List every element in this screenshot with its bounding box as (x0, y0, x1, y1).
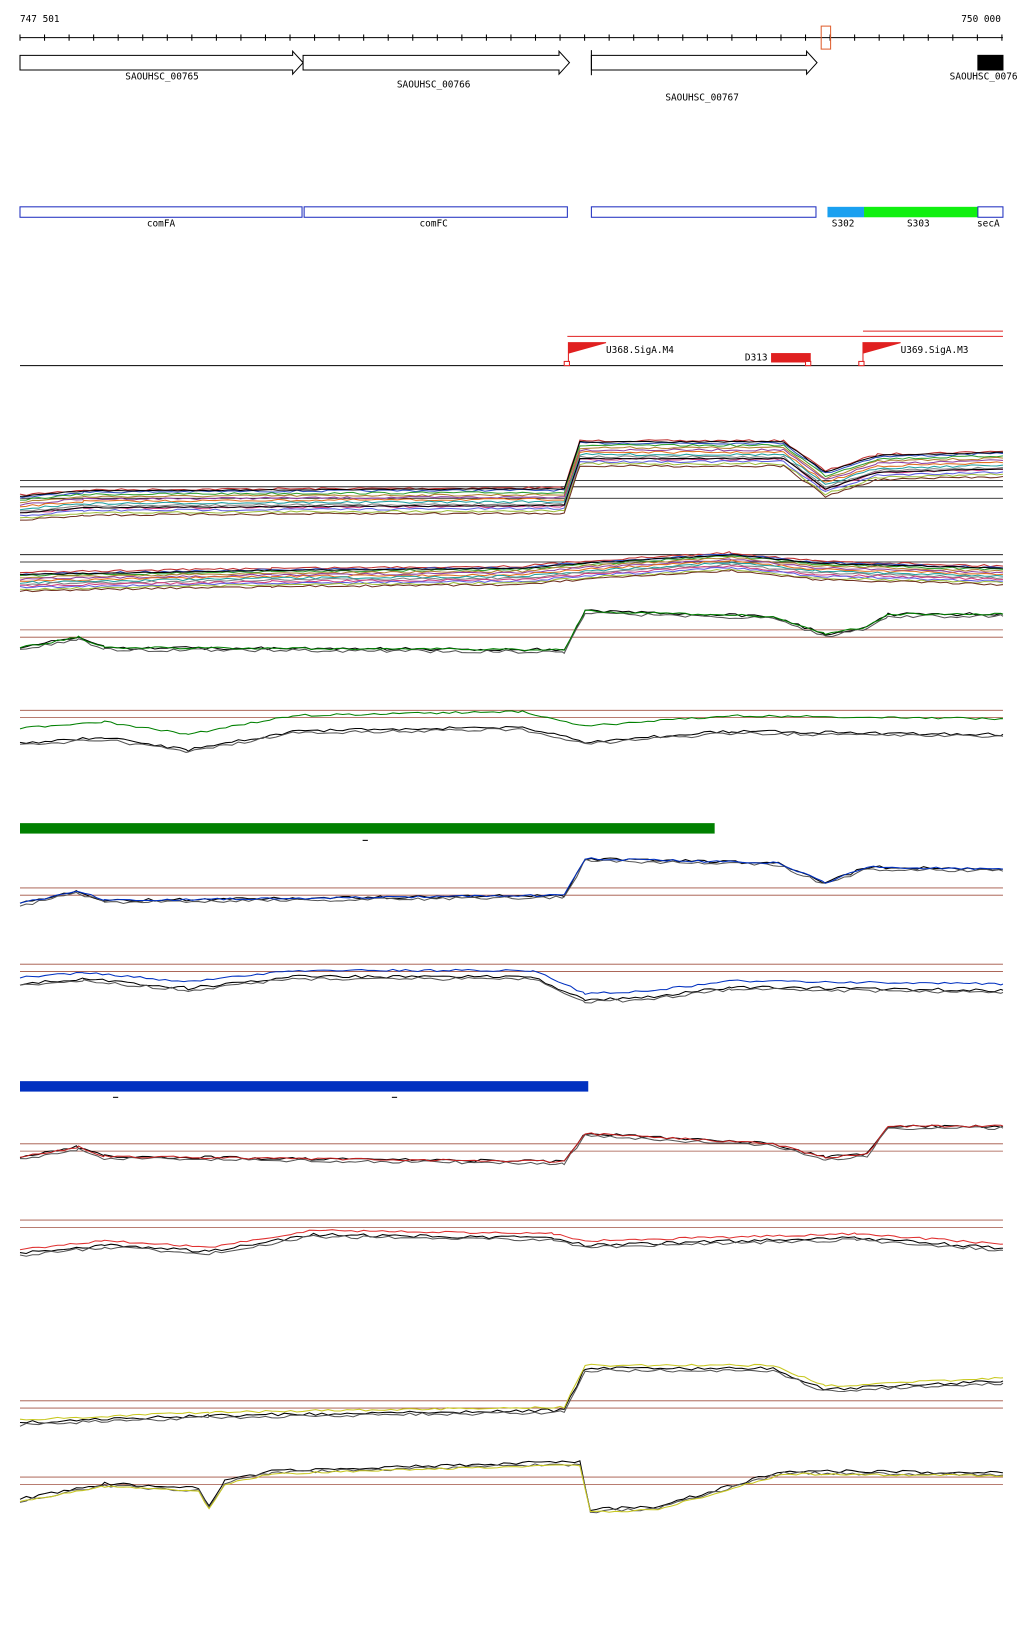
gene-label: SAOUHSC_00765 (125, 71, 199, 82)
trace (19, 462, 1004, 519)
operon-bar (590, 206, 817, 218)
ruler-ticks (19, 34, 1003, 41)
condition-bar (20, 823, 715, 834)
promoter-label: U369.SigA.M3 (901, 345, 969, 356)
bar-tick (391, 1096, 398, 1098)
operon-bar (977, 206, 1004, 218)
gene-label: SAOUHSC_00766 (397, 80, 471, 91)
gene-arrow (19, 49, 304, 76)
trace (19, 857, 1004, 904)
trace (19, 554, 1003, 576)
position-marker (820, 25, 832, 50)
gene-arrow (590, 49, 818, 76)
bar-tick (362, 839, 368, 841)
trace (19, 1464, 1003, 1513)
trace (19, 565, 1003, 588)
trace (19, 569, 1004, 593)
trace (19, 710, 1003, 735)
trace (19, 568, 1004, 591)
gene-track (19, 49, 1004, 76)
expression-traces (19, 439, 1004, 1514)
ruler-start: 747 501 (20, 14, 60, 25)
operon-track (19, 206, 1004, 218)
trace (19, 443, 1004, 501)
trace (19, 566, 1003, 589)
trace (19, 450, 1004, 508)
trace (19, 725, 1004, 752)
trace (19, 441, 1004, 499)
gene-box (977, 54, 1004, 71)
trace (19, 974, 1004, 1002)
trace (19, 1232, 1003, 1255)
operon-bar (303, 206, 568, 218)
operon-label: comFC (420, 219, 448, 230)
trace (19, 976, 1004, 1004)
trace (19, 448, 1003, 506)
gene-arrow (302, 49, 571, 76)
operon-bar (19, 206, 303, 218)
trace (19, 1229, 1003, 1251)
promoter-flag (862, 342, 901, 364)
trace (19, 446, 1004, 504)
trace (19, 1368, 1004, 1427)
trace (19, 455, 1004, 512)
trace (19, 858, 1004, 907)
trace (19, 1363, 1004, 1421)
trace (19, 555, 1004, 577)
promoter-track (19, 330, 1003, 367)
trace (19, 457, 1003, 514)
trace (19, 440, 1003, 497)
bar-tick (112, 1096, 119, 1098)
trace (19, 1234, 1004, 1257)
operon-label: comFA (147, 219, 176, 230)
trace (19, 464, 1004, 521)
promoter-label: U368.SigA.M4 (606, 345, 674, 356)
ruler-end: 750 000 (961, 14, 1001, 25)
operon-bar (827, 206, 865, 218)
condition-bar (20, 1081, 589, 1092)
trace (19, 551, 1004, 574)
operon-label: secA (977, 219, 1000, 230)
trace (19, 727, 1004, 753)
trace (19, 1126, 1004, 1166)
gene-label: SAOUHSC_00767 (665, 92, 738, 103)
operon-bar (864, 206, 978, 218)
trace (19, 1124, 1004, 1163)
operon-label: S302 (832, 219, 855, 230)
trace (19, 558, 1004, 581)
trace (19, 1366, 1004, 1424)
trace (19, 556, 1004, 579)
trace (19, 561, 1004, 584)
promoter-flag (567, 342, 607, 364)
operon-label: S303 (907, 219, 930, 230)
trace (19, 459, 1004, 517)
promoter-label: D313 (745, 352, 768, 363)
promoter-tick (858, 360, 865, 367)
promoter-tick (563, 360, 570, 367)
gene-label: SAOUHSC_0076 (950, 71, 1018, 82)
terminator-tick (805, 360, 812, 367)
trace (19, 563, 1004, 586)
trace (19, 609, 1004, 651)
trace (19, 968, 1004, 995)
trace (19, 453, 1004, 511)
terminator-box (771, 353, 811, 363)
trace (19, 612, 1004, 655)
trace (19, 559, 1003, 582)
trace (19, 1460, 1004, 1512)
